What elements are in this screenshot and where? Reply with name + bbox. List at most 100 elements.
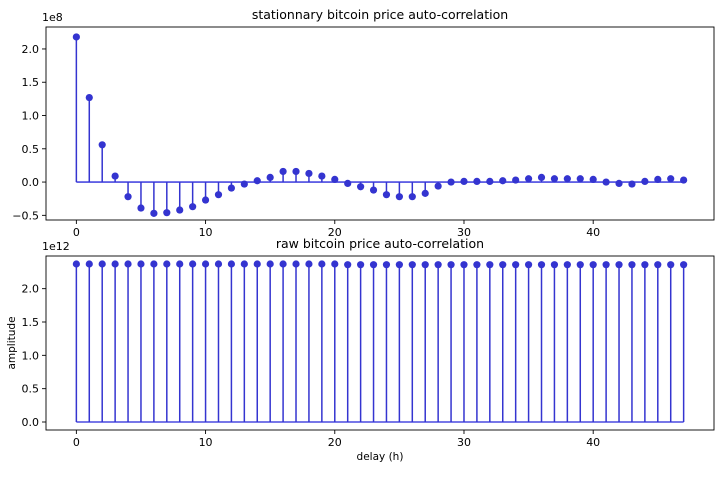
y-offset-label: 1e8 [42,11,63,24]
stem-marker [227,184,236,192]
stem-marker [473,177,481,185]
stem-marker [305,169,313,178]
y-tick-label: 0.0 [22,176,40,189]
stem-marker [163,209,171,217]
stem-marker [667,175,675,183]
stem-marker [240,180,248,188]
stem-marker [537,261,546,269]
stem-marker [292,260,300,268]
stem-marker [150,209,158,217]
stem-marker [654,175,662,184]
stem-marker [421,261,429,269]
stem-marker [72,260,80,268]
y-tick-label: 0.0 [22,416,40,429]
stem-marker [85,93,93,102]
stem-marker [201,260,210,268]
stem-marker [98,141,106,149]
stem-marker [460,261,468,269]
stem-marker [176,260,184,268]
y-tick-label: 2.0 [22,43,40,56]
stem-marker [369,186,378,194]
x-tick-label: 20 [328,226,342,239]
stem-marker [344,179,352,187]
stem-marker [124,193,132,201]
stem-marker [253,177,261,185]
x-tick-label: 30 [457,226,471,239]
stem-marker [201,196,210,204]
stem-marker [266,260,274,268]
y-axis-label: amplitude [6,316,18,369]
stem-marker [434,261,442,269]
stem-marker [499,261,507,269]
stem-marker [460,177,468,185]
stem-marker [615,261,623,269]
stem-marker [408,193,416,201]
y-tick-label: 1.0 [22,110,40,123]
stem-marker [382,261,391,269]
stem-marker [512,176,520,184]
plot-frame [45,26,715,221]
stem-marker [111,260,119,268]
stem-marker [486,177,494,185]
stem-marker [641,177,649,185]
stem-marker [473,261,481,269]
stem-marker [654,261,662,269]
stem-marker [486,261,494,269]
x-tick-label: 0 [73,436,80,449]
plot-frame [45,255,715,431]
stem-marker [589,261,597,269]
stem-marker [227,260,236,268]
chart-panel-1: stationnary bitcoin price auto-correlati… [12,7,715,239]
x-tick-label: 20 [328,436,342,449]
y-tick-label: 2.0 [22,283,40,296]
stem-marker [395,193,403,201]
y-tick-label: 1.5 [22,316,40,329]
stem-marker [214,191,223,199]
stem-marker [667,261,675,269]
stem-marker [602,261,610,269]
stem-marker [344,261,352,269]
stem-marker [214,260,223,268]
stem-marker [434,182,442,190]
stem-marker [292,167,300,176]
stem-marker [318,260,326,268]
stem-marker [421,189,429,197]
stem-marker [680,261,688,269]
x-axis-label: delay (h) [357,451,404,463]
stem-marker [279,167,287,176]
stem-marker [369,261,378,269]
stem-marker [628,180,636,188]
stem-marker [563,261,571,269]
stem-marker [357,261,365,269]
stem-marker [331,175,339,184]
chart-panel-2: raw bitcoin price auto-correlation 1e12 0 1… [6,236,715,463]
y-tick-label: 0.5 [22,383,40,396]
stem-marker [189,260,197,268]
stem-marker [72,33,80,41]
y-tick-label: 1.5 [22,76,40,89]
stem-marker [318,172,326,180]
stem-marker [382,191,391,199]
stem-marker [680,176,688,184]
chart-title: raw bitcoin price auto-correlation [276,236,484,251]
stem-marker [524,175,533,183]
stem-marker [576,261,584,269]
stem-marker [176,206,184,214]
stem-marker [408,261,416,269]
x-tick-label: 0 [73,226,80,239]
stem-marker [189,203,197,211]
stem-marker [279,260,287,268]
stem-marker [253,260,261,268]
stem-marker [447,261,455,269]
y-tick-label: 1.0 [22,349,40,362]
stem-marker [576,175,584,183]
stem-marker [305,260,313,268]
stem-marker [524,261,533,269]
stem-marker [550,261,559,269]
stem-marker [499,177,507,185]
x-tick-label: 40 [586,226,600,239]
y-offset-label: 1e12 [42,240,70,253]
stem-marker [240,260,248,268]
stem-marker [357,183,365,191]
chart-title: stationnary bitcoin price auto-correlati… [252,7,508,22]
